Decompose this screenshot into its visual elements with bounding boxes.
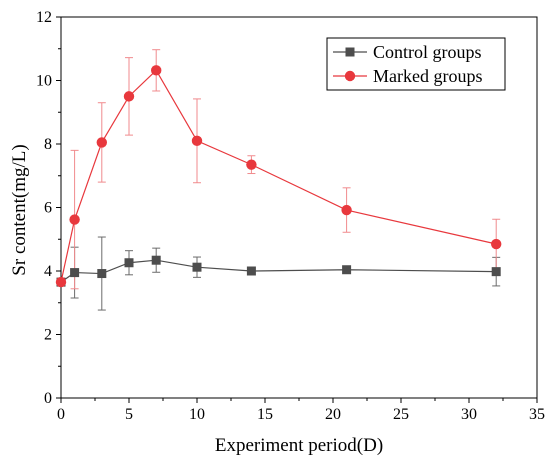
control-groups-point [192, 262, 202, 272]
marked-groups-point [96, 137, 108, 148]
control-groups-point [124, 258, 134, 268]
x-tick-label: 30 [461, 406, 477, 423]
marked-groups-point [151, 65, 162, 76]
legend-marker [345, 47, 355, 57]
y-tick-label: 0 [44, 390, 52, 407]
marked-groups-point [55, 276, 67, 288]
x-axis-title: Experiment period(D) [215, 435, 383, 456]
marked-groups-point [491, 238, 502, 250]
y-tick-label: 2 [44, 327, 52, 344]
x-tick-label: 10 [189, 406, 205, 423]
legend-label: Control groups [373, 42, 482, 62]
control-groups-point [151, 255, 161, 265]
control-groups-point [491, 267, 501, 277]
control-groups-point [342, 265, 352, 275]
x-tick-label: 20 [325, 406, 341, 423]
control-groups-point [246, 266, 256, 276]
control-groups-point [97, 269, 107, 279]
legend-label: Marked groups [373, 66, 482, 86]
y-tick-label: 6 [44, 200, 52, 217]
marked-groups-point [191, 135, 203, 147]
y-tick-label: 8 [44, 136, 52, 153]
x-tick-label: 5 [125, 406, 133, 423]
x-tick-label: 15 [257, 406, 273, 423]
x-tick-label: 35 [529, 406, 545, 423]
marked-groups-point [341, 204, 352, 216]
control-groups-point [70, 268, 80, 278]
axes: 0 5 10 15 20 25 30 35 0 2 4 6 8 10 12 [36, 9, 545, 423]
y-tick-label: 10 [36, 73, 52, 90]
y-axis-title: Sr content(mg/L) [9, 144, 30, 275]
marked-groups-point [69, 214, 80, 225]
legend-marker [344, 70, 356, 82]
x-tick-label: 25 [393, 406, 409, 423]
marked-groups-point [246, 159, 257, 170]
marked-groups-point [123, 91, 135, 102]
y-tick-label: 12 [36, 9, 52, 26]
y-tick-label: 4 [44, 263, 52, 280]
legend: Control groups Marked groups [326, 37, 506, 91]
legend-box [326, 37, 506, 91]
x-tick-label: 0 [57, 406, 65, 423]
markers [55, 65, 502, 288]
